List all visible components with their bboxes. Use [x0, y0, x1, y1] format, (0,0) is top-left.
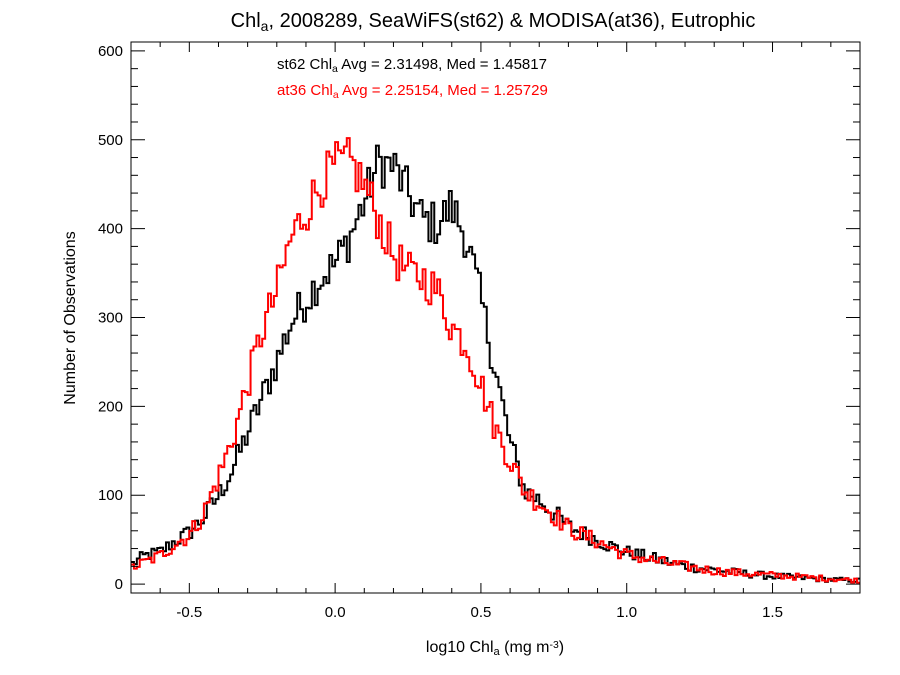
x-tick-label: 0.5	[470, 604, 491, 621]
stats-label-st62: st62 Chla Avg = 2.31498, Med = 1.45817	[277, 56, 547, 75]
x-axis-label: log10 Chla (mg m-3)	[426, 639, 564, 658]
x-tick-label: 1.0	[616, 604, 637, 621]
y-tick-label: 400	[98, 221, 123, 238]
y-tick-label: 100	[98, 487, 123, 504]
x-tick-label: 1.5	[762, 604, 783, 621]
y-tick-label: 200	[98, 398, 123, 415]
y-tick-label: 600	[98, 43, 123, 60]
x-tick-label: -0.5	[176, 604, 202, 621]
chart-title: Chla, 2008289, SeaWiFS(st62) & MODISA(at…	[231, 10, 756, 34]
y-tick-label: 500	[98, 132, 123, 149]
plot-frame	[130, 41, 861, 594]
series-line-st62	[131, 144, 860, 584]
y-tick-label: 0	[115, 576, 123, 593]
x-tick-label: 0.0	[325, 604, 346, 621]
y-axis-label: Number of Observations	[62, 231, 79, 404]
stats-label-at36: at36 Chla Avg = 2.25154, Med = 1.25729	[277, 82, 548, 101]
series-line-at36	[131, 137, 860, 584]
y-tick-label: 300	[98, 310, 123, 327]
